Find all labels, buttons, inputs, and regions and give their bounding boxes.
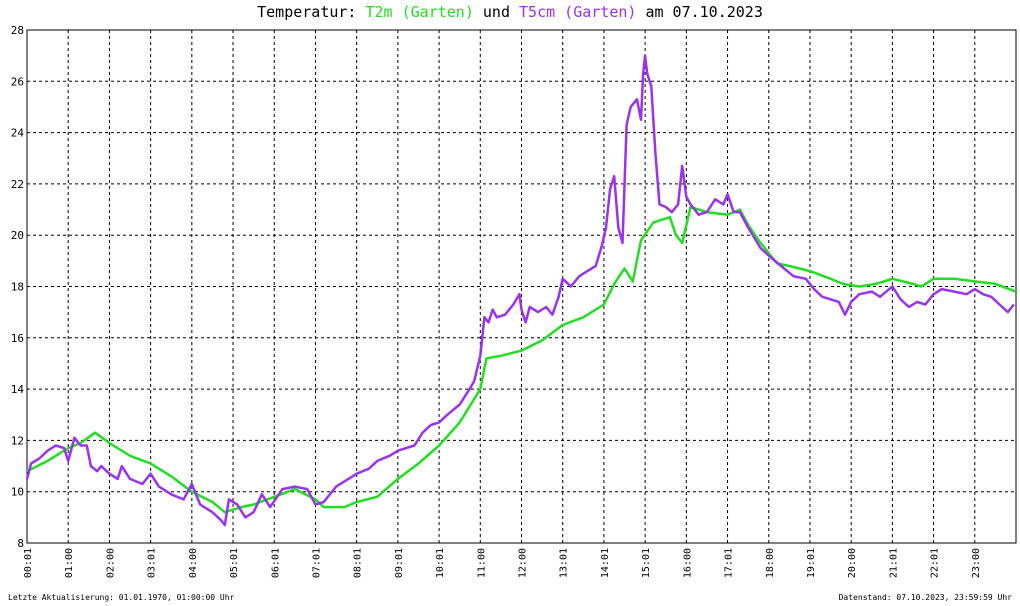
title-date: am 07.10.2023 [636,3,763,21]
x-tick-label: 21:01 [888,548,899,578]
x-tick-label: 17:01 [724,548,735,578]
y-tick-label: 16 [11,332,24,345]
y-tick-label: 20 [11,229,24,242]
x-tick-label: 18:00 [765,548,776,578]
title-series-t2m: T2m (Garten) [365,3,474,21]
x-tick-label: 01:00 [64,548,75,578]
footer-data-status: Datenstand: 07.10.2023, 23:59:59 Uhr [838,593,1012,602]
x-tick-label: 11:00 [476,548,487,578]
x-tick-label: 00:01 [23,548,34,578]
x-tick-label: 08:01 [353,548,364,578]
x-tick-label: 13:01 [559,548,570,578]
x-tick-label: 05:01 [229,548,240,578]
chart-title: Temperatur: T2m (Garten) und T5cm (Garte… [0,3,1020,21]
title-series-t5cm: T5cm (Garten) [519,3,637,21]
y-tick-label: 24 [11,127,25,140]
x-tick-label: 22:01 [930,548,941,578]
x-tick-label: 20:00 [847,548,858,578]
y-tick-label: 12 [11,434,24,447]
x-axis-ticks: 00:01 01:00 02:00 03:01 04:00 05:01 06:01 07:01… [23,548,982,578]
x-tick-label: 12:00 [518,548,529,578]
x-tick-label: 07:01 [311,548,322,578]
x-tick-label: 03:01 [147,548,158,578]
title-prefix: Temperatur: [257,3,366,21]
x-tick-label: 04:00 [188,548,199,578]
x-tick-label: 02:00 [105,548,116,578]
title-and: und [473,3,520,21]
y-tick-label: 18 [11,281,24,294]
y-tick-label: 10 [11,486,24,499]
footer-last-update: Letzte Aktualisierung: 01.01.1970, 01:00… [8,593,235,602]
x-tick-label: 06:01 [270,548,281,578]
x-tick-label: 10:01 [435,548,446,578]
x-tick-label: 16:00 [682,548,693,578]
y-tick-label: 26 [11,75,24,88]
y-tick-label: 14 [11,383,25,396]
x-tick-label: 09:01 [394,548,405,578]
series-line-t2m [26,205,1017,514]
x-tick-label: 15:01 [641,548,652,578]
y-tick-label: 22 [11,178,24,191]
y-tick-label: 28 [11,24,24,37]
y-tick-label: 8 [17,537,24,550]
x-tick-label: 23:00 [971,548,982,578]
series-lines [25,54,1017,527]
y-axis-ticks: 8 10 12 14 16 18 20 22 24 26 28 [11,24,25,550]
x-tick-label: 14:01 [600,548,611,578]
series-line-t5cm [25,54,1015,527]
x-tick-label: 19:01 [806,548,817,578]
